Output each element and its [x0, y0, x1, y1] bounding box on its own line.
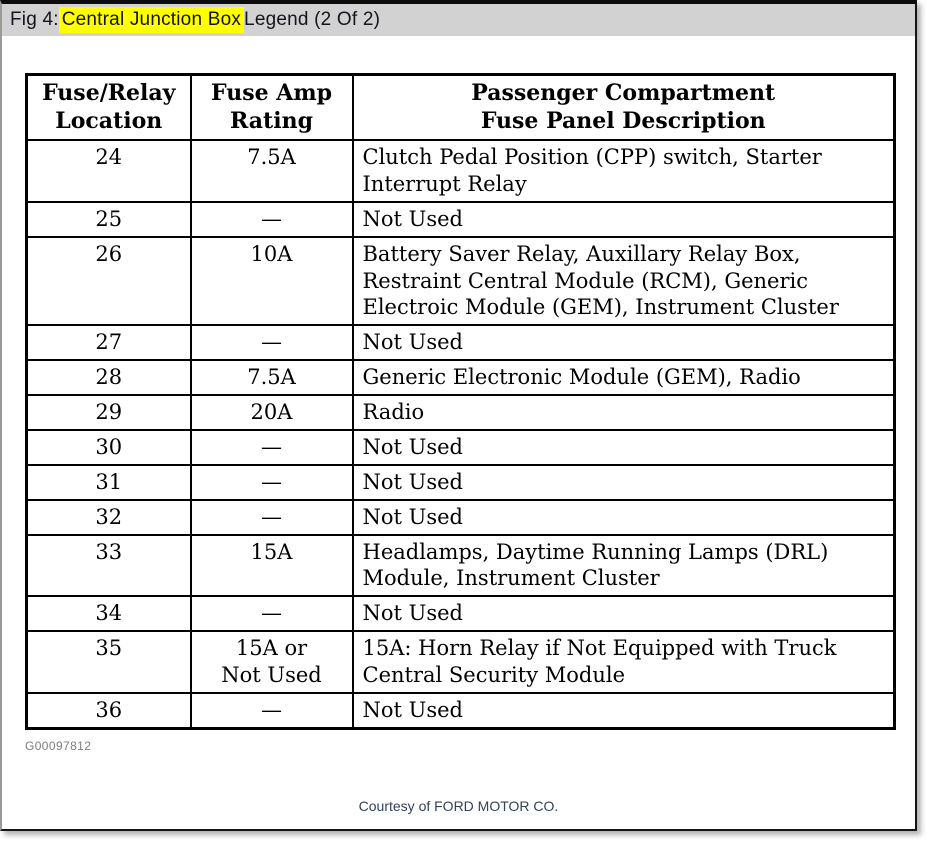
- fuse-rating: —: [189, 200, 354, 238]
- table-row: 36 — Not Used: [25, 691, 896, 730]
- fuse-rating: —: [189, 324, 354, 362]
- fuse-description: Radio: [351, 394, 896, 431]
- fuse-rating: 7.5A: [189, 359, 354, 396]
- figure-id-label: G00097812: [25, 738, 92, 753]
- fuse-description: Not Used: [351, 324, 896, 362]
- figure-viewer-frame: Fig 4: Central Junction Box Legend (2 Of…: [0, 0, 917, 831]
- fuse-description: Not Used: [351, 595, 896, 633]
- column-header-fuse-amp-rating: Fuse Amp Rating: [189, 73, 354, 141]
- table-row: 32 — Not Used: [25, 498, 896, 536]
- table-row: 34 — Not Used: [25, 595, 896, 633]
- fuse-rating: 10A: [189, 235, 354, 327]
- fuse-location: 32: [25, 498, 192, 536]
- fuse-rating: 15A or Not Used: [189, 630, 354, 694]
- fuse-location: 27: [25, 324, 192, 362]
- table-row: 33 15A Headlamps, Daytime Running Lamps …: [25, 533, 896, 598]
- fuse-rating: 15A: [189, 533, 354, 598]
- fuse-location: 35: [25, 630, 192, 694]
- fuse-rating: —: [189, 463, 354, 501]
- courtesy-attribution: Courtesy of FORD MOTOR CO.: [358, 797, 559, 814]
- fuse-location: 30: [25, 428, 192, 466]
- table-row: 29 20A Radio: [25, 394, 896, 431]
- fuse-rating: —: [189, 498, 354, 536]
- fuse-description: Headlamps, Daytime Running Lamps (DRL) M…: [351, 533, 896, 598]
- figure-title-suffix: Legend (2 Of 2): [244, 9, 381, 30]
- figure-title-highlighted-text: Central Junction Box: [58, 7, 245, 33]
- fuse-description: Not Used: [351, 498, 896, 536]
- fuse-location: 25: [25, 200, 192, 238]
- fuse-description: Battery Saver Relay, Auxillary Relay Box…: [351, 235, 896, 327]
- table-row: 28 7.5A Generic Electronic Module (GEM),…: [25, 359, 896, 396]
- table-row: 25 — Not Used: [25, 200, 896, 238]
- table-row: 35 15A or Not Used 15A: Horn Relay if No…: [25, 630, 896, 694]
- fuse-description: Not Used: [351, 691, 896, 730]
- fuse-location: 31: [25, 463, 192, 501]
- fuse-rating: —: [189, 428, 354, 466]
- fuse-description: Not Used: [351, 463, 896, 501]
- fuse-location: 26: [25, 235, 192, 327]
- fuse-description: Not Used: [351, 428, 896, 466]
- table-row: 26 10A Battery Saver Relay, Auxillary Re…: [25, 235, 896, 327]
- fuse-location: 33: [25, 533, 192, 598]
- table-row: 31 — Not Used: [25, 463, 896, 501]
- column-header-description: Passenger Compartment Fuse Panel Descrip…: [351, 73, 896, 141]
- fuse-rating: 7.5A: [189, 139, 354, 203]
- fuse-rating: —: [189, 691, 354, 730]
- fuse-legend-table: Fuse/Relay Location Fuse Amp Rating Pass…: [25, 73, 896, 730]
- fuse-description: Clutch Pedal Position (CPP) switch, Star…: [351, 139, 896, 203]
- column-header-fuse-relay-location: Fuse/Relay Location: [25, 73, 192, 141]
- fuse-description: Generic Electronic Module (GEM), Radio: [351, 359, 896, 396]
- fuse-location: 34: [25, 595, 192, 633]
- figure-title-bar: Fig 4: Central Junction Box Legend (2 Of…: [2, 4, 915, 36]
- fuse-location: 28: [25, 359, 192, 396]
- fuse-description: 15A: Horn Relay if Not Equipped with Tru…: [351, 630, 896, 694]
- fuse-location: 29: [25, 394, 192, 431]
- fuse-rating: 20A: [189, 394, 354, 431]
- table-header-row: Fuse/Relay Location Fuse Amp Rating Pass…: [25, 73, 896, 141]
- table-row: 24 7.5A Clutch Pedal Position (CPP) swit…: [25, 139, 896, 203]
- figure-title-prefix: Fig 4:: [10, 9, 59, 30]
- fuse-description: Not Used: [351, 200, 896, 238]
- fuse-location: 36: [25, 691, 192, 730]
- table-row: 30 — Not Used: [25, 428, 896, 466]
- table-row: 27 — Not Used: [25, 324, 896, 362]
- fuse-location: 24: [25, 139, 192, 203]
- fuse-rating: —: [189, 595, 354, 633]
